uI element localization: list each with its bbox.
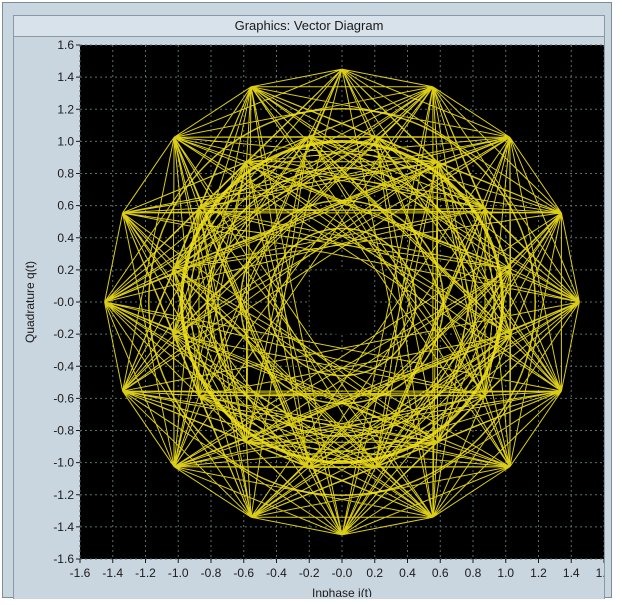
x-tick-label: 0.8	[465, 566, 482, 580]
y-tick-label: -1.6	[53, 552, 74, 566]
x-tick-label: 0.6	[432, 566, 449, 580]
y-tick-label: 0.8	[57, 167, 74, 181]
y-tick-label: 0.2	[57, 263, 74, 277]
trajectory-ring	[267, 227, 417, 377]
x-axis-label: Inphase i(t)	[312, 586, 372, 597]
y-tick-label: -0.0	[53, 295, 74, 309]
y-tick-label: 1.4	[57, 70, 74, 84]
vector-diagram-window: Graphics: Vector Diagram -1.6 -1.4 -1.2 -1.…	[2, 2, 612, 599]
x-tick-label: -0.6	[233, 566, 254, 580]
x-tick-label: 1.4	[563, 566, 580, 580]
y-axis-label: Quadrature q(t)	[23, 261, 37, 343]
y-tick-label: -1.2	[53, 488, 74, 502]
x-tick-label: -1.6	[70, 566, 91, 580]
x-tick-label: -0.8	[201, 566, 222, 580]
plot-frame: -1.6 -1.4 -1.2 -1.0 -0.8 -0.6 -0.4 -0.2 -0.0 0.2 0…	[13, 37, 605, 599]
x-tick-label: 1.0	[497, 566, 514, 580]
y-tick-label: -0.4	[53, 359, 74, 373]
window-title: Graphics: Vector Diagram	[13, 15, 605, 37]
trajectory-ring	[148, 108, 536, 496]
x-tick-label: 0.2	[366, 566, 383, 580]
y-tick-label: -0.2	[53, 327, 74, 341]
y-tick-label: 1.0	[57, 134, 74, 148]
x-tick-label: 0.4	[399, 566, 416, 580]
y-tick-label: -1.0	[53, 456, 74, 470]
x-tick-label: -0.4	[266, 566, 287, 580]
y-tick-label: -1.4	[53, 520, 74, 534]
x-axis-ticks: -1.6 -1.4 -1.2 -1.0 -0.8 -0.6 -0.4 -0.2 -0.0 0.2 0…	[70, 559, 604, 580]
trajectory-ring	[206, 166, 478, 438]
y-tick-label: 0.4	[57, 231, 74, 245]
trajectory-traces	[104, 68, 580, 536]
center-hole	[309, 269, 375, 335]
trajectory-ring	[239, 199, 445, 405]
x-tick-label: 1.6	[596, 566, 604, 580]
x-tick-label: -0.2	[299, 566, 320, 580]
y-tick-label: -0.8	[53, 424, 74, 438]
y-tick-label: -0.6	[53, 391, 74, 405]
x-tick-label: 1.2	[530, 566, 547, 580]
trajectory-path	[104, 68, 580, 536]
x-tick-label: -1.2	[135, 566, 156, 580]
y-tick-label: 1.2	[57, 102, 74, 116]
vector-diagram-chart: -1.6 -1.4 -1.2 -1.0 -0.8 -0.6 -0.4 -0.2 -0.0 0.2 0…	[23, 38, 604, 597]
y-tick-label: 0.6	[57, 199, 74, 213]
y-axis-ticks: 1.6 1.4 1.2 1.0 0.8 0.6 0.4 0.2 -0.0 -0.2 -0.4 -0.6…	[53, 38, 80, 566]
x-tick-label: -0.0	[332, 566, 353, 580]
x-tick-label: -1.4	[102, 566, 123, 580]
x-tick-label: -1.0	[168, 566, 189, 580]
y-tick-label: 1.6	[57, 38, 74, 52]
trajectory-ring	[180, 140, 504, 464]
